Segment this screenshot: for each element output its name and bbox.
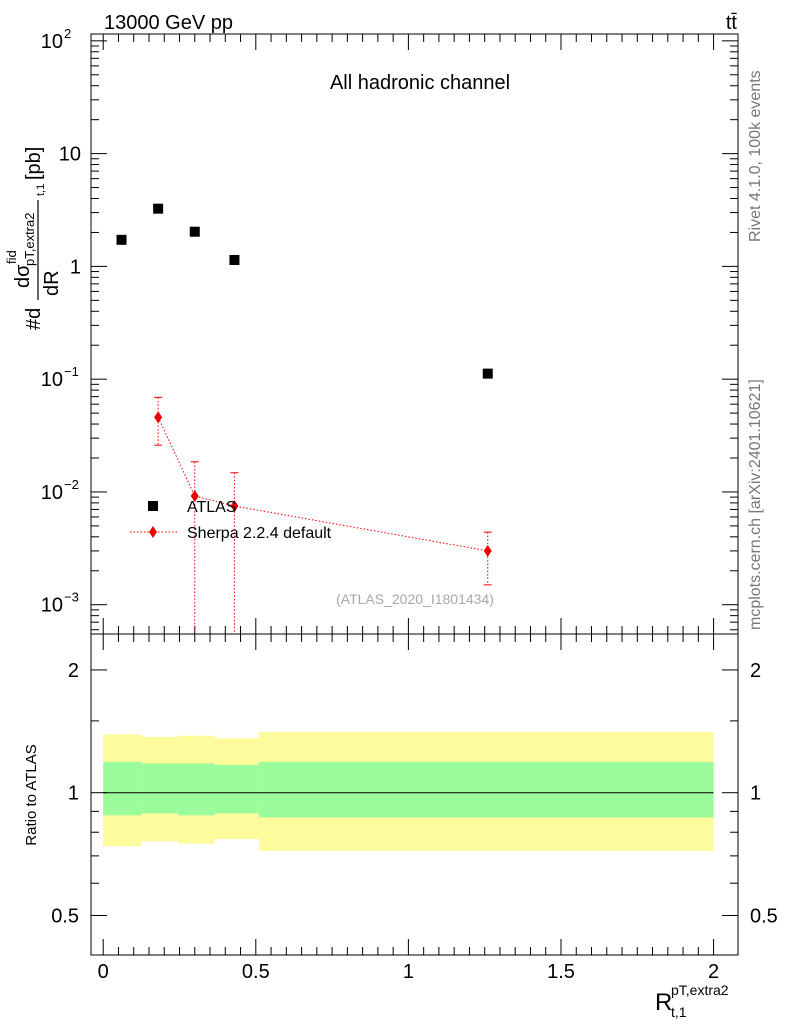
main-y-tick-exponent: −1: [64, 364, 79, 379]
ylabel-prefix: #d: [23, 308, 45, 330]
x-tick-label: 0: [98, 961, 109, 983]
main-y-tick-exponent: −3: [64, 590, 79, 605]
main-y-tick-label: 10: [41, 482, 63, 504]
atlas-point: [116, 234, 127, 245]
main-y-tick-label: 10: [41, 31, 63, 53]
ratio-inner-band: [103, 761, 142, 816]
ylabel-den-sub: t,1: [35, 184, 47, 196]
ratio-y-axis-label: Ratio to ATLAS: [23, 744, 40, 845]
sherpa-line: [157, 416, 488, 552]
ratio-x-ticks: 0 0.5 1 1.5 2: [98, 634, 719, 983]
ylabel-num-sup: fid: [4, 250, 19, 264]
atlas-point: [189, 226, 200, 237]
legend-atlas-label: ATLAS: [187, 499, 237, 516]
main-y-tick-exponent: 2: [64, 26, 71, 41]
main-y-tick-label: 1: [70, 256, 81, 278]
ratio-inner-band: [177, 763, 215, 816]
ratio-panel: 0.5 0.5 1 1 2 2 0 0.5 1 1.5 2 Ratio to ATLAS R pT…: [23, 633, 778, 1020]
x-tick-label: 2: [708, 961, 719, 983]
channel-title: All hadronic channel: [330, 72, 510, 94]
ratio-y-tick-label-left: 1: [68, 783, 79, 805]
main-frame: [90, 33, 739, 635]
atlas-point: [482, 368, 493, 379]
legend-atlas-marker: [148, 501, 158, 511]
ylabel-numerator: dσ: [12, 264, 34, 288]
main-y-axis-label: #d dσ fid pT,extra2 dR t,1 [pb]: [4, 147, 63, 330]
ratio-y-tick-label-left: 0.5: [51, 905, 79, 927]
atlas-series: [116, 203, 493, 379]
x-tick-label: 1: [403, 961, 414, 983]
x-tick-label: 1.5: [547, 961, 575, 983]
ratio-inner-band: [214, 764, 259, 814]
main-x-ticks: [102, 34, 715, 634]
ratio-inner-band: [258, 761, 714, 818]
sherpa-point: [154, 411, 163, 424]
process-label: tt̄: [726, 12, 738, 34]
xlabel-sup: pT,extra2: [671, 982, 729, 998]
ratio-y-tick-label-right: 2: [750, 660, 761, 682]
sherpa-point: [190, 490, 199, 503]
ratio-frame: [90, 633, 739, 956]
legend: ATLAS Sherpa 2.2.4 default: [130, 499, 332, 542]
xlabel-sub: t,1: [671, 1004, 687, 1020]
main-y-tick-label: 10: [59, 144, 81, 166]
ratio-y-tick-label-right: 1: [750, 783, 761, 805]
atlas-point: [229, 254, 240, 265]
analysis-watermark: (ATLAS_2020_I1801434): [336, 591, 494, 607]
atlas-point: [153, 203, 164, 214]
x-tick-label: 0.5: [242, 961, 270, 983]
ratio-y-tick-label-right: 0.5: [750, 905, 778, 927]
legend-sherpa-label: Sherpa 2.2.4 default: [187, 525, 332, 542]
ylabel-unit: [pb]: [23, 147, 45, 180]
sherpa-point: [230, 500, 239, 513]
mcplots-label: mcplots.cern.ch [arXiv:2401.10621]: [747, 379, 764, 630]
main-y-tick-label: 10: [41, 369, 63, 391]
x-axis-label: R pT,extra2 t,1: [655, 982, 729, 1020]
ylabel-denominator: dR: [41, 270, 63, 296]
main-y-tick-exponent: −2: [64, 477, 79, 492]
ratio-bands: [103, 731, 714, 851]
energy-label: 13000 GeV pp: [104, 12, 233, 34]
ylabel-num-sub: pT,extra2: [22, 213, 37, 266]
main-y-tick-label: 10: [41, 595, 63, 617]
legend-sherpa-marker: [149, 526, 157, 538]
sherpa-point: [483, 544, 492, 557]
ratio-inner-band: [141, 763, 178, 814]
xlabel-base: R: [655, 989, 672, 1016]
sherpa-series: [154, 396, 492, 634]
ratio-y-ticks: 0.5 0.5 1 1 2 2: [51, 660, 778, 928]
rivet-version-label: Rivet 4.1.0, 100k events: [747, 70, 764, 242]
ratio-y-tick-label-left: 2: [68, 660, 79, 682]
